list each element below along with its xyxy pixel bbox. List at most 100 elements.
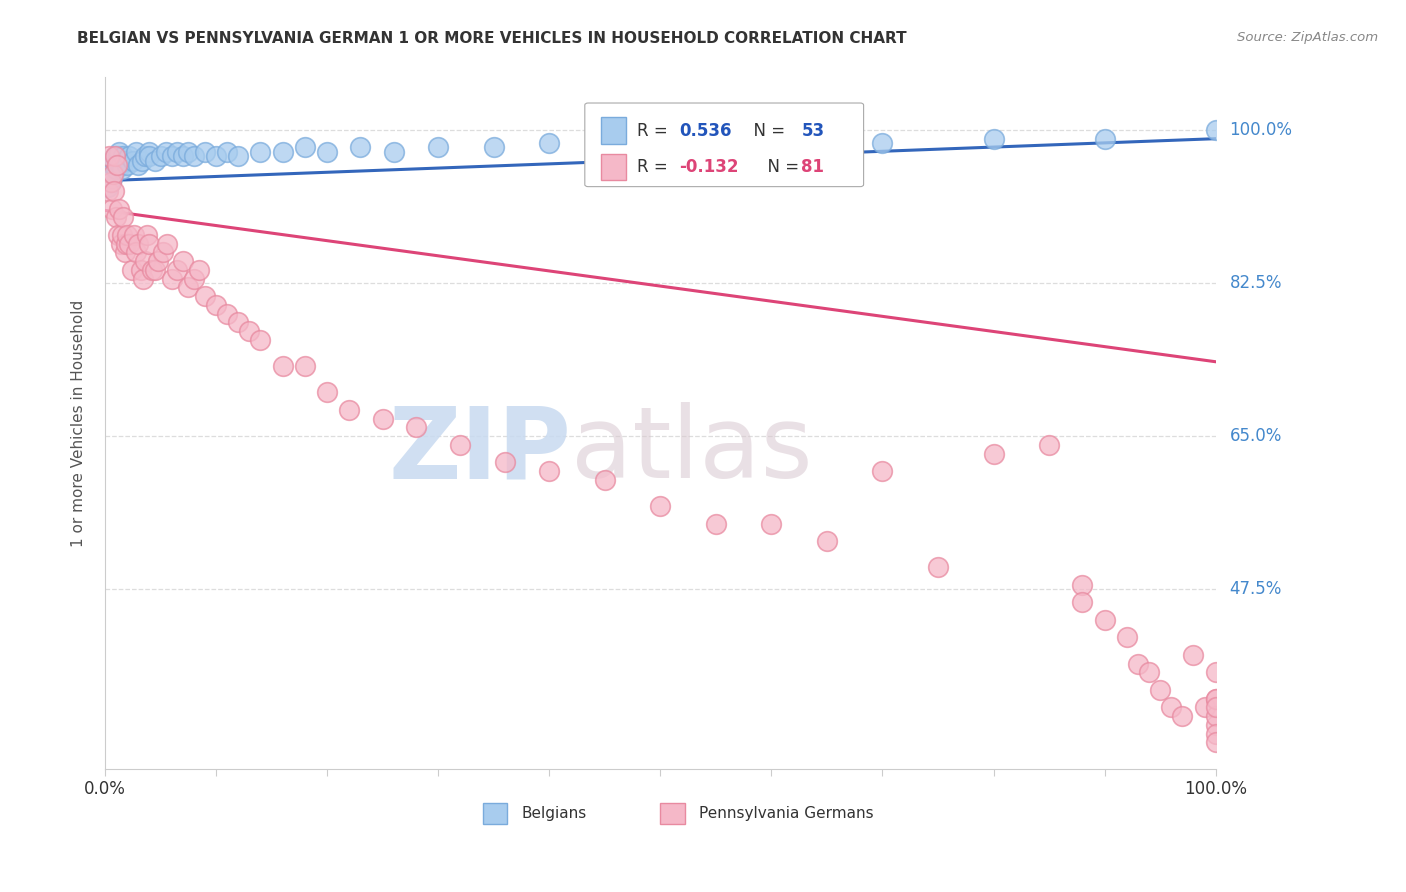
Point (134, 149, 156, 163)
Point (121, 153, 143, 168)
Text: 100.0%: 100.0% (1230, 121, 1292, 139)
Point (337, 402, 360, 417)
Point (100, 176, 122, 190)
Point (105, 162, 128, 177)
Text: 53: 53 (801, 121, 824, 139)
Text: 65.0%: 65.0% (1230, 427, 1282, 445)
Point (115, 227, 138, 242)
Point (101, 167, 124, 181)
Point (294, 140, 316, 154)
Point (704, 516, 727, 531)
Point (121, 263, 143, 277)
Point (316, 145, 339, 159)
Point (98, 149, 121, 163)
Point (108, 145, 131, 159)
Point (97, 179, 120, 194)
Point (1205, 123, 1227, 137)
Point (482, 140, 505, 154)
Point (872, 464, 894, 478)
Point (194, 289, 217, 303)
Point (1171, 709, 1194, 723)
Point (138, 236, 160, 251)
Text: Pennsylvania Germans: Pennsylvania Germans (699, 806, 875, 821)
Point (160, 149, 183, 163)
Point (704, 131, 727, 145)
Point (927, 560, 949, 574)
Point (143, 263, 166, 277)
Point (1149, 682, 1171, 697)
Point (131, 153, 153, 168)
Point (100, 171, 122, 186)
Text: N =: N = (756, 158, 804, 176)
Point (156, 236, 179, 251)
Point (103, 153, 125, 168)
Point (118, 236, 141, 251)
Point (1182, 648, 1205, 662)
Point (105, 153, 128, 168)
Point (1071, 578, 1094, 592)
Text: N =: N = (742, 121, 790, 139)
Point (127, 158, 149, 172)
Point (371, 411, 394, 425)
Point (427, 140, 450, 154)
Point (593, 136, 616, 150)
Point (1094, 613, 1116, 627)
Text: Source: ZipAtlas.com: Source: ZipAtlas.com (1237, 31, 1378, 45)
Point (1205, 709, 1227, 723)
Point (125, 145, 148, 159)
Point (177, 280, 200, 294)
Point (494, 455, 516, 469)
Text: R =: R = (637, 158, 673, 176)
Point (1094, 131, 1116, 145)
Point (148, 254, 170, 268)
Point (650, 499, 672, 513)
Point (108, 202, 131, 216)
Point (271, 359, 294, 373)
Point (593, 473, 616, 487)
Point (111, 149, 134, 163)
Point (111, 162, 134, 177)
Point (100, 176, 122, 190)
Point (166, 263, 188, 277)
Point (249, 333, 271, 347)
Point (449, 438, 471, 452)
Text: R =: R = (637, 121, 673, 139)
Point (1205, 665, 1227, 680)
Text: 47.5%: 47.5% (1230, 580, 1282, 599)
Point (172, 149, 194, 163)
Point (107, 227, 129, 242)
Point (143, 153, 166, 168)
Point (118, 149, 141, 163)
FancyBboxPatch shape (585, 103, 863, 186)
Point (872, 136, 894, 150)
Text: BELGIAN VS PENNSYLVANIA GERMAN 1 OR MORE VEHICLES IN HOUSEHOLD CORRELATION CHART: BELGIAN VS PENNSYLVANIA GERMAN 1 OR MORE… (77, 31, 907, 46)
Point (172, 254, 194, 268)
Point (761, 516, 783, 531)
Point (382, 145, 405, 159)
Point (134, 254, 156, 268)
Point (1194, 700, 1216, 714)
Point (114, 245, 136, 260)
Point (217, 307, 239, 321)
Point (104, 149, 127, 163)
Point (136, 227, 159, 242)
Point (111, 227, 134, 242)
Point (217, 145, 239, 159)
Point (815, 131, 838, 145)
Point (538, 136, 561, 150)
Point (105, 211, 128, 225)
Point (226, 149, 249, 163)
Text: -0.132: -0.132 (679, 158, 738, 176)
Point (650, 136, 672, 150)
Point (538, 464, 561, 478)
Point (1137, 665, 1160, 680)
FancyBboxPatch shape (602, 118, 626, 144)
Point (97, 184, 120, 198)
Point (127, 236, 149, 251)
Point (238, 324, 260, 338)
Point (1205, 691, 1227, 706)
Point (152, 245, 174, 260)
FancyBboxPatch shape (482, 803, 508, 824)
Text: ZIP: ZIP (388, 402, 571, 500)
Point (105, 158, 128, 172)
